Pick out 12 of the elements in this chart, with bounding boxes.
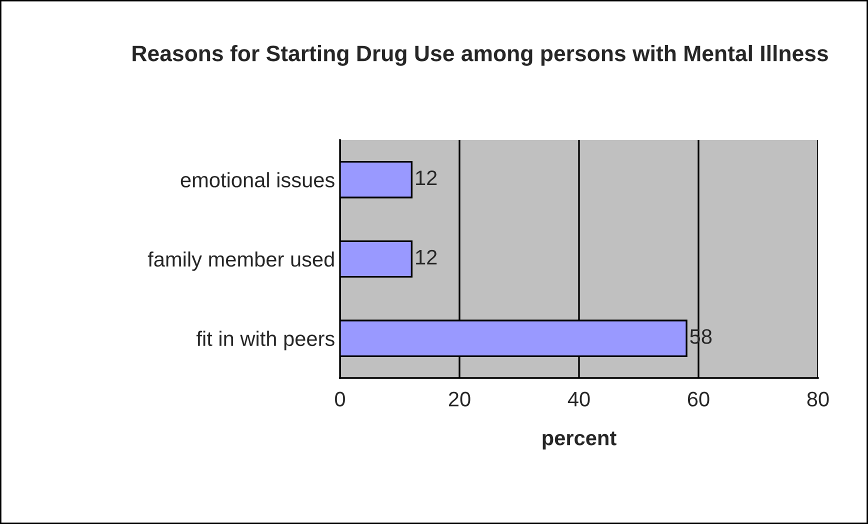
y-tick-label: fit in with peers (196, 330, 334, 350)
x-tick-label: 60 (688, 392, 710, 406)
x-axis-title: percent (542, 432, 616, 450)
x-tick-label: 0 (335, 392, 345, 406)
data-label: 12 (416, 170, 437, 186)
x-tick-label: 80 (807, 392, 829, 406)
y-tick-label: family member used (148, 251, 334, 271)
data-label: 12 (416, 250, 437, 264)
y-tick-label: emotional issues (180, 172, 334, 188)
x-tick-label: 20 (448, 392, 470, 406)
chart-title: Reasons for Starting Drug Use among persons with Mental Illness (132, 45, 828, 66)
x-tick-label: 40 (568, 392, 590, 406)
